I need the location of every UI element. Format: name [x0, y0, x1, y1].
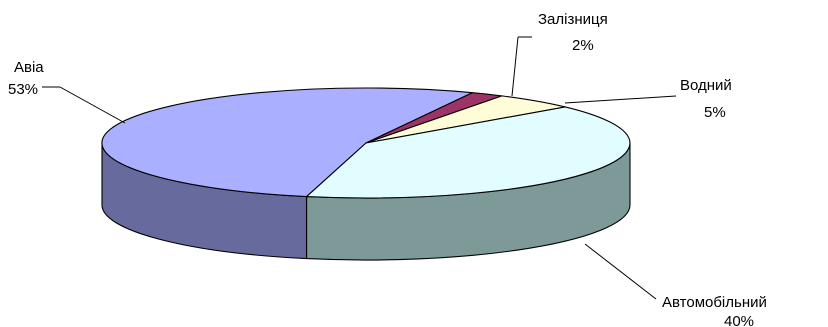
label-vodnyi-value: 5% — [704, 104, 726, 121]
label-avia-name: Авіа — [14, 59, 44, 76]
label-avtomobilnyi-name: Автомобільний — [662, 294, 767, 311]
label-zaliznytsia-value: 2% — [572, 37, 594, 54]
leader-line-avia-2 — [59, 86, 126, 124]
label-zaliznytsia-name: Залізниця — [538, 11, 608, 28]
pie-labels: Авіа 53% Залізниця 2% Водний 5% Автомобі… — [8, 11, 767, 327]
slice-авіа-top — [101, 87, 474, 198]
pie-tops — [101, 87, 631, 199]
label-avia-value: 53% — [8, 81, 38, 98]
leader-line-vodnyi — [564, 95, 677, 104]
leader-line-avtomobilnyi — [584, 243, 657, 300]
leader-line-zaliznytsia-2 — [511, 36, 519, 97]
label-vodnyi-name: Водний — [680, 77, 732, 94]
label-avtomobilnyi-value: 40% — [724, 313, 754, 327]
slice-автомобільний-top — [306, 106, 631, 199]
